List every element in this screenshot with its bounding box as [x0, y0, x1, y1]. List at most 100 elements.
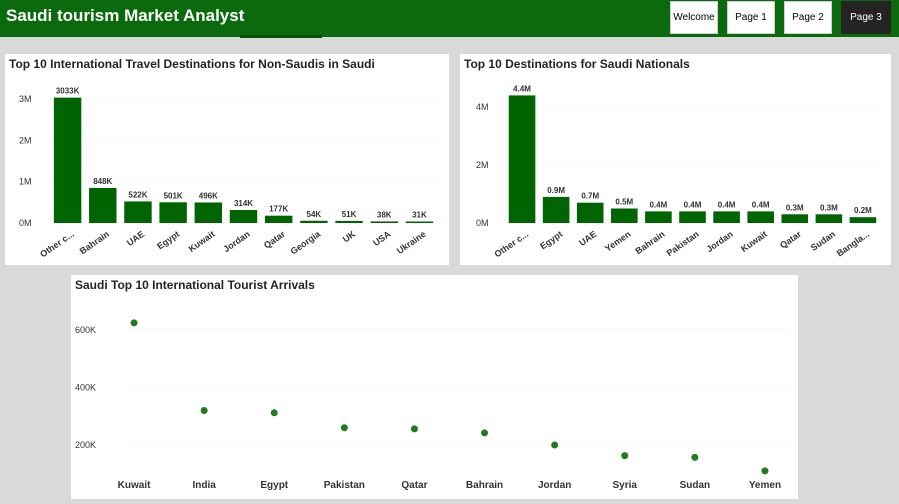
bar [576, 202, 604, 223]
bar [159, 202, 187, 223]
bar [300, 220, 328, 223]
bar [194, 202, 223, 223]
data-point [481, 429, 489, 437]
x-tick-label: Pakistan [665, 229, 701, 258]
chart-panel-saudi-nationals: Top 10 Destinations for Saudi Nationals … [460, 54, 891, 265]
y-tick-label: 0M [19, 218, 32, 228]
data-label: 0.3M [786, 203, 804, 212]
x-tick-label: Kuwait [118, 480, 151, 491]
x-tick-label: Jordan [705, 229, 735, 254]
nav-welcome-button[interactable]: Welcome [670, 1, 718, 34]
y-tick-label: 3M [19, 94, 32, 104]
x-tick-label: UK [341, 229, 358, 245]
x-tick-label: Sudan [809, 229, 837, 253]
bar [679, 211, 706, 223]
x-tick-label: Pakistan [324, 480, 365, 491]
x-tick-label: Qatar [401, 480, 427, 491]
x-tick-label: Kuwait [739, 229, 769, 254]
x-tick-label: India [192, 480, 216, 491]
bar [781, 214, 809, 223]
x-tick-label: Egypt [155, 229, 181, 252]
data-label: 0.3M [820, 203, 838, 212]
y-tick-label: 400K [75, 383, 96, 393]
data-label: 522K [128, 190, 147, 199]
data-point [551, 441, 559, 449]
data-point [340, 424, 348, 432]
bar [508, 95, 536, 223]
chart-title: Saudi Top 10 International Tourist Arriv… [75, 278, 315, 292]
data-label: 54K [307, 210, 322, 219]
data-point [691, 453, 699, 461]
bar [264, 215, 293, 223]
y-tick-label: 600K [75, 325, 96, 335]
x-tick-label: Georgia [289, 228, 323, 256]
x-tick-label: UAE [125, 229, 146, 248]
bar [89, 187, 117, 223]
bar-chart-saudi-nationals: 0M 2M 4M 4.4M Other c... 0.9M Egypt 0.7M UAE 0.5M… [476, 84, 880, 260]
nav-page2-button[interactable]: Page 2 [784, 1, 832, 34]
bar [335, 220, 363, 223]
header-bar: Saudi tourism Market Analyst Welcome Pag… [0, 0, 899, 38]
y-tick-label: 0M [476, 218, 489, 228]
nav-page3-button[interactable]: Page 3 [841, 1, 891, 34]
data-point [761, 467, 769, 475]
y-tick-label: 1M [19, 177, 32, 187]
data-point [621, 452, 629, 460]
bar [849, 217, 877, 223]
x-tick-label: Other c... [38, 229, 76, 260]
chart-panel-non-saudis: Top 10 International Travel Destinations… [5, 54, 449, 265]
nav-page1-button[interactable]: Page 1 [727, 1, 775, 34]
x-tick-label: Egypt [538, 229, 564, 252]
x-tick-label: Kuwait [187, 229, 217, 254]
bar [747, 211, 774, 223]
header-underline [240, 35, 322, 38]
chart-title: Top 10 International Travel Destinations… [9, 57, 375, 71]
chart-title: Top 10 Destinations for Saudi Nationals [464, 57, 690, 71]
x-tick-label: Bahrain [633, 229, 666, 256]
bar [53, 97, 82, 223]
x-tick-label: Other c... [493, 229, 531, 260]
x-tick-label: Ukraine [395, 229, 428, 256]
x-tick-label: Egypt [260, 480, 288, 491]
x-tick-label: Qatar [262, 229, 287, 251]
data-point [270, 409, 278, 417]
data-label: 314K [234, 199, 253, 208]
data-label: 501K [164, 191, 183, 200]
x-tick-label: USA [371, 229, 393, 248]
x-tick-label: Yemen [749, 480, 781, 491]
x-tick-label: Jordan [538, 480, 571, 491]
data-label: 4.4M [513, 84, 531, 93]
data-point [130, 319, 138, 327]
bar-chart-non-saudis: 0M 1M 2M 3M 3033K Other c... 848K Bahrain 522K UA… [19, 87, 437, 260]
chart-panel-tourist-arrivals: Saudi Top 10 International Tourist Arriv… [71, 275, 798, 499]
data-label: 0.4M [718, 200, 736, 209]
y-tick-label: 2M [19, 135, 32, 145]
data-label: 38K [377, 210, 392, 219]
data-label: 0.7M [581, 192, 599, 201]
data-label: 0.4M [650, 200, 668, 209]
page-title: Saudi tourism Market Analyst [6, 6, 245, 25]
bar [713, 211, 740, 223]
x-tick-label: Bahrain [78, 229, 111, 256]
y-tick-label: 4M [476, 102, 489, 112]
x-tick-label: Sudan [680, 480, 711, 491]
x-tick-label: Yemen [603, 229, 633, 254]
bar [229, 210, 258, 223]
bar [370, 221, 398, 223]
data-label: 0.2M [854, 206, 872, 215]
data-point [200, 407, 208, 414]
data-label: 848K [93, 177, 112, 186]
bar [542, 196, 570, 223]
data-label: 0.4M [752, 200, 770, 209]
x-tick-label: UAE [577, 229, 598, 248]
scatter-chart-tourist-arrivals: 200K 400K 600K Kuwait India Egypt Pakistan Qata… [75, 319, 791, 491]
data-label: 0.5M [615, 198, 633, 207]
x-tick-label: Jordan [221, 229, 251, 254]
x-tick-label: Bangla... [835, 229, 871, 259]
bar [124, 201, 152, 223]
data-label: 3033K [56, 87, 80, 96]
x-tick-label: Bahrain [466, 480, 503, 491]
x-tick-label: Syria [613, 480, 638, 491]
data-label: 31K [412, 211, 427, 220]
data-label: 0.9M [547, 186, 565, 195]
